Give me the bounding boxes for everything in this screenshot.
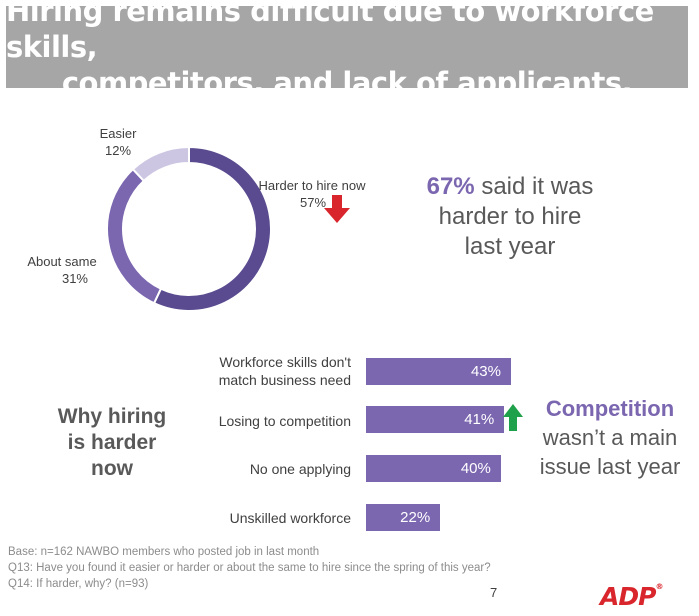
callout-line-1: 67% said it was	[400, 172, 620, 202]
competition-highlight: Competition	[545, 396, 675, 421]
callout-text: 67% said it was harder to hire last year	[400, 172, 620, 262]
bar-category-skills-line-2: match business need	[218, 372, 351, 388]
same-label: About same 31%	[20, 253, 104, 287]
bar-category-skills-line-1: Workforce skills don't	[219, 354, 351, 370]
competition-line-3: issue last year	[539, 454, 681, 479]
donut-slice-harder	[152, 145, 272, 312]
harder-label: Harder to hire now 57%	[252, 177, 372, 211]
bar-value-applying: 40%	[460, 460, 491, 477]
page-number: 7	[490, 585, 498, 600]
callout-percent: 67%	[426, 173, 475, 200]
up-arrow-icon	[503, 404, 523, 431]
bar-applying: 40%	[366, 455, 501, 482]
bar-value-skills: 43%	[470, 363, 501, 380]
page-title-line-1: Hiring remains difficult due to workforc…	[6, 0, 654, 64]
same-value: 31%	[61, 271, 88, 286]
bar-competition: 41%	[366, 406, 505, 433]
bar-category-competition: Losing to competition	[218, 413, 351, 429]
same-name: About same	[27, 254, 97, 269]
bar-value-competition: 41%	[464, 411, 495, 428]
callout-line-3: last year	[464, 233, 556, 260]
bar-category-skills: Workforce skills don't match business ne…	[219, 353, 351, 389]
page-title-line-2: competitors, and lack of applicants.	[61, 66, 633, 100]
why-hiring-label: Why hiring is harder now	[48, 404, 176, 482]
competition-line-2: wasn’t a main	[542, 425, 678, 450]
logo-text: ADP	[600, 582, 656, 611]
donut-slice-easier	[131, 145, 190, 183]
easier-label: Easier 12%	[88, 125, 148, 159]
donut-slice-same	[106, 167, 163, 305]
title-banner: Hiring remains difficult due to workforc…	[6, 0, 688, 100]
footnote-q14: Q14: If harder, why? (n=93)	[8, 578, 149, 590]
why-line-2: is harder	[67, 431, 157, 454]
down-arrow-icon	[324, 195, 350, 223]
why-line-1: Why hiring	[57, 405, 167, 428]
callout-line-2: harder to hire	[438, 203, 582, 230]
adp-logo: ADP®	[600, 582, 663, 611]
footnote-q13: Q13: Have you found it easier or harder …	[8, 562, 491, 574]
bar-category-unskilled: Unskilled workforce	[229, 510, 351, 526]
footnote-base: Base: n=162 NAWBO members who posted job…	[8, 546, 320, 558]
why-line-3: now	[91, 457, 133, 480]
easier-name: Easier	[99, 126, 137, 141]
bar-unskilled: 22%	[366, 504, 441, 531]
harder-name: Harder to hire now	[258, 178, 366, 193]
bar-category-applying: No one applying	[249, 461, 351, 477]
harder-value: 57%	[300, 195, 327, 210]
callout-rest: said it was	[481, 173, 594, 200]
bar-skills: 43%	[366, 358, 511, 385]
bar-value-unskilled: 22%	[400, 509, 431, 526]
competition-note: Competition wasn’t a main issue last yea…	[530, 394, 690, 481]
easier-value: 12%	[104, 143, 132, 158]
